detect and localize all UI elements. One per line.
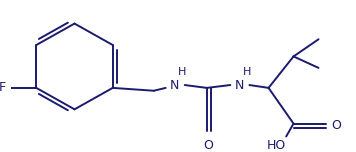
Text: H: H <box>178 67 187 77</box>
Text: N: N <box>170 79 179 92</box>
Text: O: O <box>331 119 341 132</box>
Text: F: F <box>0 81 6 94</box>
Text: O: O <box>203 139 213 152</box>
Text: N: N <box>235 79 244 92</box>
Text: HO: HO <box>266 139 286 152</box>
Text: H: H <box>243 67 251 77</box>
